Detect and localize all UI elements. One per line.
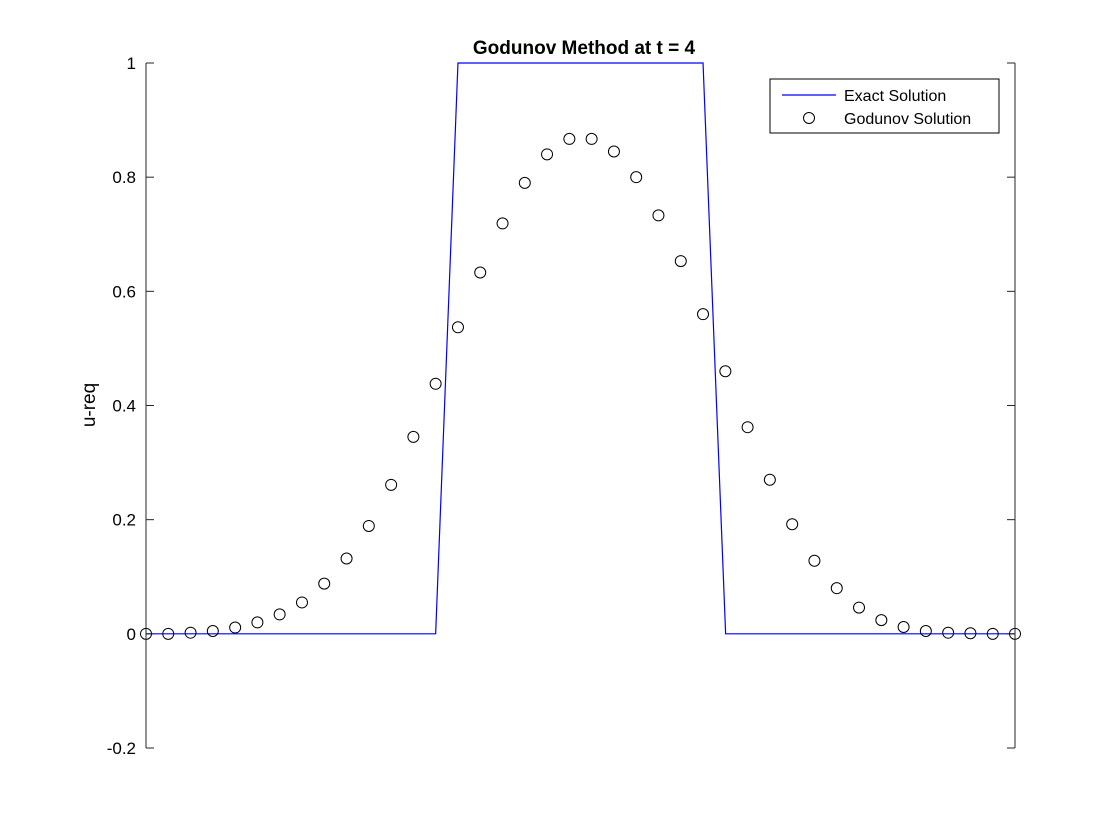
data-point-godunov bbox=[830, 582, 843, 595]
data-point-godunov bbox=[808, 554, 821, 567]
data-point-godunov bbox=[496, 217, 509, 230]
data-point-godunov bbox=[853, 601, 866, 614]
data-point-godunov bbox=[184, 626, 197, 639]
data-point-godunov bbox=[607, 145, 620, 158]
data-point-godunov bbox=[786, 518, 799, 531]
legend: Exact Solution Godunov Solution bbox=[769, 78, 1000, 134]
data-point-godunov bbox=[474, 266, 487, 279]
data-point-godunov bbox=[541, 148, 554, 161]
data-point-godunov bbox=[741, 421, 754, 434]
data-point-godunov bbox=[340, 552, 353, 565]
axes: -0.2 0 0.2 0.4 0.6 0.8 1 bbox=[107, 54, 1016, 758]
series-line-exact-solution bbox=[146, 62, 1015, 635]
data-point-godunov bbox=[630, 171, 643, 184]
data-point-godunov bbox=[875, 614, 888, 627]
data-point-godunov bbox=[429, 377, 442, 390]
y-axis-label: u-req bbox=[79, 383, 100, 427]
data-point-godunov bbox=[897, 620, 910, 633]
data-point-godunov bbox=[652, 209, 665, 222]
data-point-godunov bbox=[674, 255, 687, 268]
data-point-godunov bbox=[206, 624, 219, 637]
data-point-godunov bbox=[162, 627, 175, 640]
data-point-godunov bbox=[697, 308, 710, 321]
y-tick-label: 0.2 bbox=[112, 511, 136, 530]
data-point-godunov bbox=[964, 627, 977, 640]
data-point-godunov bbox=[251, 616, 264, 629]
data-point-godunov bbox=[763, 473, 776, 486]
y-tick-label: -0.2 bbox=[107, 739, 136, 758]
y-tick-label: 0.4 bbox=[112, 397, 136, 416]
data-point-godunov bbox=[986, 627, 999, 640]
data-point-godunov bbox=[229, 621, 242, 634]
data-point-godunov bbox=[585, 132, 598, 145]
data-point-godunov bbox=[563, 132, 576, 145]
data-point-godunov bbox=[295, 596, 308, 609]
data-point-godunov bbox=[942, 626, 955, 639]
y-tick-label: 0 bbox=[127, 625, 136, 644]
data-point-godunov bbox=[451, 321, 464, 334]
data-point-godunov bbox=[273, 608, 286, 621]
chart-title: Godunov Method at t = 4 bbox=[473, 38, 696, 59]
data-point-godunov bbox=[318, 577, 331, 590]
y-tick-label: 1 bbox=[127, 54, 136, 73]
data-point-godunov bbox=[919, 624, 932, 637]
data-point-godunov bbox=[518, 176, 531, 189]
legend-label-godunov-solution: Godunov Solution bbox=[844, 111, 971, 128]
legend-marker-swatch bbox=[803, 112, 815, 124]
y-tick-label: 0.8 bbox=[112, 168, 136, 187]
data-point-godunov bbox=[407, 430, 420, 443]
legend-label-exact-solution: Exact Solution bbox=[844, 88, 946, 105]
data-point-godunov bbox=[385, 478, 398, 491]
legend-box bbox=[769, 78, 1000, 134]
data-point-godunov bbox=[362, 519, 375, 532]
y-tick-label: 0.6 bbox=[112, 282, 136, 301]
data-point-godunov bbox=[719, 365, 732, 378]
